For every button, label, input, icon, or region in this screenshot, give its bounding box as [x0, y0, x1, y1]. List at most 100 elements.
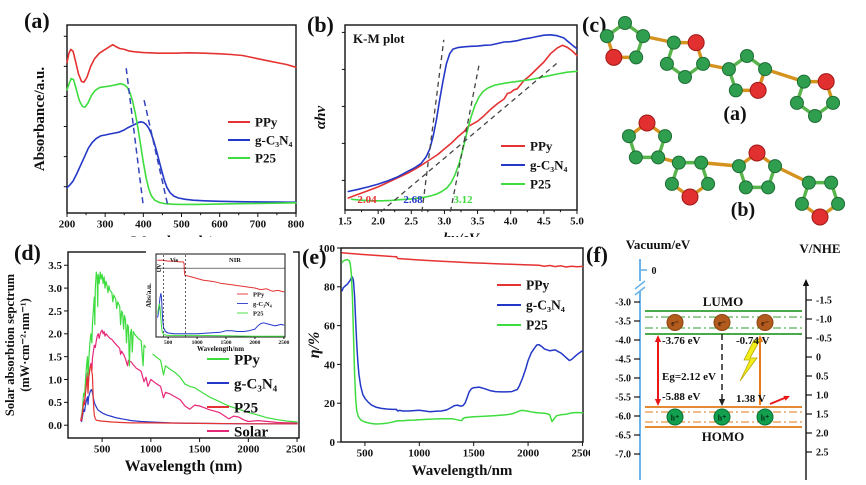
arrow-head [718, 399, 726, 406]
carbon-atom [796, 74, 811, 89]
series-g-C3N4 [347, 33, 578, 193]
annotation: 3.12 [453, 194, 473, 206]
x-tick-label: 1500 [463, 447, 486, 459]
carbon-atom [621, 129, 636, 144]
annotation: 2.68 [403, 194, 423, 206]
legend-label: P25 [253, 310, 264, 317]
plot-frame [340, 247, 584, 443]
carbon-atom [831, 196, 846, 211]
legend-label: PPy [530, 139, 553, 154]
carbon-atom [671, 155, 686, 170]
carbon-atom [738, 180, 753, 195]
x-tick-label: 1500 [220, 340, 231, 346]
nhe-tick-label: -0.5 [816, 334, 832, 345]
y-tick-label: 20 [324, 398, 336, 410]
series-PPy [66, 43, 297, 84]
vacuum-tick-label: -3.5 [615, 317, 631, 328]
x-tick-label: 5.0 [570, 215, 584, 227]
carbon-atom [666, 35, 681, 50]
carbon-atom [740, 49, 754, 63]
carbon-atom [761, 180, 776, 195]
legend-label: Solar [234, 424, 269, 440]
carbon-atom [758, 62, 773, 77]
nitrogen-atom [687, 34, 705, 52]
legend-label: PPy [253, 291, 265, 298]
nhe-tick-label: 2.5 [816, 448, 829, 459]
annotation: K-M plot [353, 31, 405, 46]
legend-label: P25 [526, 318, 548, 333]
carbon-atom [789, 95, 804, 110]
carbon-atom [678, 70, 692, 84]
series-P25 [157, 303, 285, 337]
y-tick-label: 40 [324, 359, 336, 371]
y-axis-title: η/% [306, 332, 323, 359]
panel-f-letter: (f) [586, 242, 608, 267]
y-tick-label: 1.0 [48, 374, 62, 386]
nhe-tick-label: 1.5 [816, 410, 829, 421]
series-P25 [80, 365, 298, 425]
legend-label: P25 [530, 177, 551, 192]
carbon-atom [731, 159, 746, 174]
x-tick-label: 2.0 [371, 215, 385, 227]
homo-potential-label: 1.38 V [736, 393, 766, 405]
x-axis-title: Wavelength/nm [412, 463, 513, 479]
x-tick-label: 800 [288, 218, 305, 230]
x-tick-label: 1.5 [338, 215, 352, 227]
legend-label: g-C₃N₄ [255, 133, 293, 148]
x-axis-title: hν/eV [443, 231, 481, 237]
molecule-label-a: (a) [723, 103, 746, 125]
legend-label: PPy [526, 278, 549, 293]
vacuum-tick-label: -7.0 [615, 450, 631, 461]
electron [666, 314, 684, 331]
nitrogen-atom [638, 114, 656, 132]
hole-transfer-arrow [769, 396, 788, 405]
panel-e-letter: (e) [302, 244, 327, 269]
hole-label: h⁺ [761, 414, 770, 423]
y-axis-title: αhν [313, 106, 329, 130]
nhe-tick-label: 2.0 [816, 429, 829, 440]
guide-line [421, 39, 445, 212]
y-tick-label: 0 [330, 437, 336, 449]
hole [666, 408, 684, 426]
homo-energy-label: -5.88 eV [662, 391, 701, 403]
hole-label: h⁺ [718, 414, 727, 423]
y-tick-label: 2.0 [48, 329, 62, 341]
vacuum-tick-label: -6.5 [615, 431, 631, 442]
x-tick-label: 500 [164, 340, 173, 346]
x-tick-label: 1000 [192, 340, 203, 346]
y-tick-label: 1.5 [48, 352, 62, 364]
x-tick-label: 2.5 [404, 215, 418, 227]
y-axis-title-units: (mW·cm⁻²·nm⁻¹) [18, 298, 32, 392]
vacuum-zero-label: 0 [652, 266, 657, 277]
carbon-atom [664, 176, 679, 191]
nitrogen-atom [817, 73, 835, 91]
carbon-atom [826, 95, 841, 110]
bandgap-label: Eg=2.12 eV [662, 371, 716, 383]
annotation: Vis [170, 258, 179, 264]
vacuum-tick-label: -4.0 [615, 336, 631, 347]
electron-label: e⁻ [761, 319, 769, 328]
y-tick-label: 80 [324, 282, 336, 294]
plot-frame [155, 253, 286, 338]
electron-label: e⁻ [718, 319, 726, 328]
nhe-tick-label: -1.0 [816, 315, 832, 326]
series-g-C3N4 [66, 121, 297, 204]
x-tick-label: 3.0 [438, 215, 452, 227]
legend-label: g-C₃N₄ [526, 298, 565, 313]
homo-label: HOMO [702, 429, 745, 444]
x-tick-label: 1000 [408, 447, 431, 459]
x-tick-label: 400 [135, 218, 152, 230]
x-axis-title: Wavelength/nm [197, 345, 244, 353]
hole [756, 408, 774, 426]
panel-b-km-plot-chart: 1.5 2.0 2.5 3.0 3.5 4.0 4.5 5.0 PPy g-C₃N₄ P25 K-M … [313, 24, 584, 237]
nhe-tick-label: 0 [816, 353, 821, 364]
hole-label: h⁺ [671, 414, 680, 423]
hole [713, 408, 731, 426]
y-axis-title: Abs/a.u. [145, 283, 153, 308]
carbon-atom [721, 62, 736, 77]
x-tick-label: 4.5 [537, 215, 551, 227]
vacuum-tick-label: -5.5 [615, 393, 631, 404]
x-tick-label: 2500 [286, 443, 305, 455]
x-tick-label: 3.5 [471, 215, 485, 227]
series-PPy [157, 259, 285, 293]
